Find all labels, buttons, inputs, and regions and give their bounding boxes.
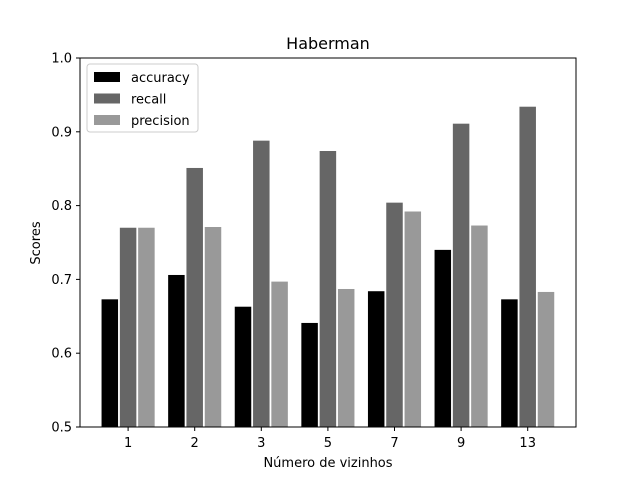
bar-recall-7 (386, 202, 403, 427)
y-tick-label: 0.9 (51, 125, 72, 140)
y-tick-label: 0.6 (51, 347, 72, 362)
bar-precision-2 (204, 227, 222, 427)
bar-precision-7 (404, 211, 422, 427)
legend: accuracy recall precision (86, 63, 199, 133)
legend-label-recall: recall (131, 93, 166, 108)
x-axis: 1 2 3 5 7 9 13 (124, 427, 536, 451)
x-axis-label: Número de vizinhos (263, 456, 392, 471)
bar-recall-9 (452, 123, 470, 428)
y-axis: 0.5 0.6 0.7 0.8 0.9 1.0 (51, 52, 80, 436)
y-axis-label: Scores (29, 221, 44, 264)
bar-accuracy-2 (168, 274, 185, 427)
bar-accuracy-9 (434, 249, 452, 427)
x-tick-label: 13 (519, 436, 536, 451)
bar-accuracy-3 (234, 306, 252, 427)
bar-precision-5 (337, 288, 355, 427)
bar-accuracy-5 (301, 322, 318, 427)
bar-recall-1 (119, 227, 137, 427)
bar-precision-1 (138, 227, 155, 427)
bar-precision-13 (537, 291, 555, 427)
legend-label-precision: precision (131, 114, 190, 129)
x-tick-label: 9 (457, 436, 465, 451)
y-tick-label: 0.5 (51, 421, 72, 436)
bar-accuracy-7 (367, 291, 385, 427)
bars-group (101, 106, 555, 428)
bar-recall-13 (519, 106, 536, 428)
bar-accuracy-1 (101, 299, 119, 427)
x-tick-label: 1 (124, 436, 132, 451)
bar-accuracy-13 (501, 299, 518, 427)
y-tick-label: 0.7 (51, 273, 72, 288)
bar-recall-2 (186, 167, 203, 427)
bar-precision-9 (471, 225, 488, 427)
bar-recall-3 (253, 140, 270, 427)
x-tick-label: 2 (191, 436, 199, 451)
legend-swatch-accuracy (94, 72, 120, 82)
x-tick-label: 5 (324, 436, 332, 451)
bar-recall-5 (319, 150, 337, 428)
chart-title: Haberman (286, 34, 370, 53)
x-tick-label: 3 (257, 436, 265, 451)
legend-label-accuracy: accuracy (131, 71, 190, 86)
legend-swatch-precision (94, 115, 120, 125)
bar-precision-3 (271, 281, 288, 427)
y-tick-label: 0.8 (51, 199, 72, 214)
y-tick-label: 1.0 (51, 52, 72, 67)
legend-swatch-recall (94, 93, 120, 104)
x-tick-label: 7 (390, 436, 398, 451)
